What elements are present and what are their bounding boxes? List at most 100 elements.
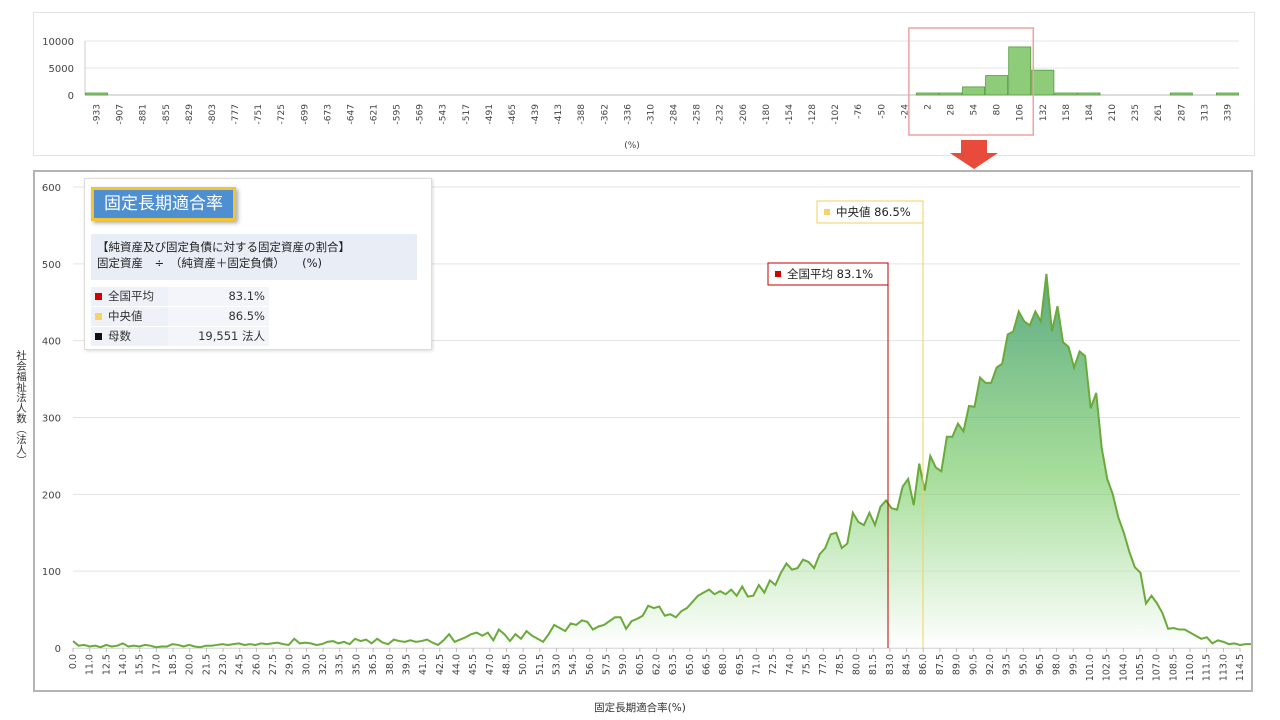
main-x-tick: 29.0	[285, 654, 296, 675]
overview-x-tick: -751	[254, 104, 264, 124]
stat-value: 83.1%	[168, 287, 269, 306]
overview-x-tick: -24	[900, 104, 910, 119]
overview-x-tick: -621	[370, 104, 380, 124]
overview-x-tick: -50	[877, 104, 887, 119]
main-y-tick: 300	[42, 414, 61, 425]
overview-x-tick: -206	[739, 104, 749, 125]
main-x-tick: 111.5	[1202, 654, 1213, 681]
main-area-chart: 0 100 200 300 400 500 600 0.0 11.0 12.5 14.0 15.5 17…	[42, 183, 1280, 681]
main-x-tick: 47.0	[485, 654, 496, 675]
overview-x-tick: -673	[323, 104, 333, 124]
overview-x-tick: -413	[554, 104, 564, 124]
main-x-tick: 81.5	[868, 654, 879, 675]
overview-x-tick: -76	[854, 104, 864, 119]
main-chart-panel: 0 100 200 300 400 500 600 0.0 11.0 12.5 14.0 15.5 17…	[33, 170, 1280, 692]
main-x-tick: 11.0	[85, 654, 96, 675]
median-label: 中央値 86.5%	[816, 200, 924, 224]
overview-x-tick: -517	[462, 104, 472, 124]
overview-x-tick: -439	[531, 104, 541, 125]
overview-bar	[85, 92, 108, 96]
main-x-tick: 90.5	[968, 654, 979, 675]
area-series-line	[72, 273, 1280, 649]
main-x-tick: 96.5	[1035, 654, 1046, 675]
stat-label: 中央値	[108, 309, 143, 323]
main-x-tick: 35.0	[351, 654, 362, 675]
overview-bar	[939, 92, 962, 96]
main-x-tick: 44.0	[451, 654, 462, 675]
main-x-tick: 54.5	[568, 654, 579, 675]
mean-square-icon	[95, 293, 102, 300]
info-box: 固定長期適合率 【純資産及び固定負債に対する固定資産の割合】 固定資産 ÷ （純…	[84, 178, 432, 350]
main-x-tick: 83.0	[885, 654, 896, 675]
indicator-definition: 【純資産及び固定負債に対する固定資産の割合】 固定資産 ÷ （純資産＋固定負債）…	[91, 234, 417, 280]
overview-y-tick: 0	[68, 91, 74, 102]
overview-x-tick: -102	[831, 104, 841, 124]
main-x-tick: 89.0	[952, 654, 963, 675]
main-x-tick: 24.5	[235, 654, 246, 675]
overview-bar	[1031, 69, 1055, 96]
main-y-tick: 600	[42, 183, 61, 194]
overview-x-unit: (%)	[624, 141, 640, 151]
overview-x-tick: -933	[93, 104, 103, 124]
overview-x-tick: -258	[693, 104, 703, 125]
main-x-tick: 48.5	[501, 654, 512, 675]
main-x-tick: 27.5	[268, 654, 279, 675]
main-x-tick: 87.5	[935, 654, 946, 675]
overview-x-tick: -725	[277, 104, 287, 124]
overview-x-tick: 339	[1223, 104, 1233, 121]
stat-row-mean: 全国平均 83.1%	[91, 287, 269, 307]
area-fill	[73, 273, 1280, 648]
overview-x-tick: -803	[208, 104, 218, 124]
main-x-tick: 14.0	[118, 654, 129, 675]
count-square-icon	[95, 333, 102, 340]
overview-x-tick: -855	[162, 104, 172, 124]
main-x-tick: 72.5	[768, 654, 779, 675]
overview-x-tick: 313	[1200, 104, 1210, 121]
stat-label: 母数	[108, 329, 131, 343]
main-x-tick: 98.0	[1052, 654, 1063, 675]
main-x-tick: 0.0	[68, 654, 79, 669]
overview-x-tick: 132	[1039, 104, 1049, 121]
x-axis-label: 固定長期適合率(%)	[594, 702, 686, 714]
y-axis-label: 社会福祉法人数（法人）	[15, 350, 27, 466]
overview-bar	[1169, 92, 1193, 96]
main-x-tick: 78.5	[835, 654, 846, 675]
main-x-tick: 21.5	[201, 654, 212, 675]
overview-y-tick: 10000	[42, 37, 74, 48]
median-square-icon	[824, 209, 830, 215]
overview-x-tick: -388	[577, 104, 587, 125]
overview-bar	[962, 86, 986, 96]
overview-x-tick: -491	[485, 104, 495, 124]
main-x-tick: 92.0	[985, 654, 996, 675]
zoom-highlight-box	[908, 27, 1035, 136]
overview-x-tick: -829	[185, 104, 195, 125]
overview-x-tick: -569	[416, 104, 426, 125]
main-x-tick: 26.0	[251, 654, 262, 675]
overview-bar	[985, 75, 1009, 96]
main-x-tick: 65.0	[685, 654, 696, 675]
main-x-tick: 38.0	[385, 654, 396, 675]
overview-x-tick: 261	[1154, 104, 1164, 121]
overview-histogram: 10000 5000 0 -933 -907 -881 -855 -829 -803 -777 -7…	[42, 27, 1239, 151]
main-y-tick: 500	[42, 260, 61, 271]
main-x-tick: 45.5	[468, 654, 479, 675]
main-y-tick: 400	[42, 337, 61, 348]
overview-x-tick: 80	[993, 104, 1003, 116]
stat-row-median: 中央値 86.5%	[91, 307, 269, 327]
overview-x-tick: 28	[947, 104, 957, 116]
overview-bar	[1054, 92, 1078, 96]
main-x-tick: 62.0	[652, 654, 663, 675]
overview-x-tick: -232	[716, 104, 726, 124]
stat-row-count: 母数 19,551 法人	[91, 327, 269, 347]
main-x-tick: 86.0	[918, 654, 929, 675]
main-x-tick: 39.5	[401, 654, 412, 675]
median-square-icon	[95, 313, 102, 320]
main-x-tick: 101.0	[1085, 654, 1096, 681]
main-x-tick: 57.5	[601, 654, 612, 675]
main-x-tick: 42.5	[435, 654, 446, 675]
overview-x-tick: 54	[970, 104, 980, 116]
overview-x-tick: -699	[300, 104, 310, 125]
main-x-tick: 68.0	[718, 654, 729, 675]
main-x-tick: 75.5	[802, 654, 813, 675]
definition-line-2: 固定資産 ÷ （純資産＋固定負債） (%)	[97, 256, 323, 270]
